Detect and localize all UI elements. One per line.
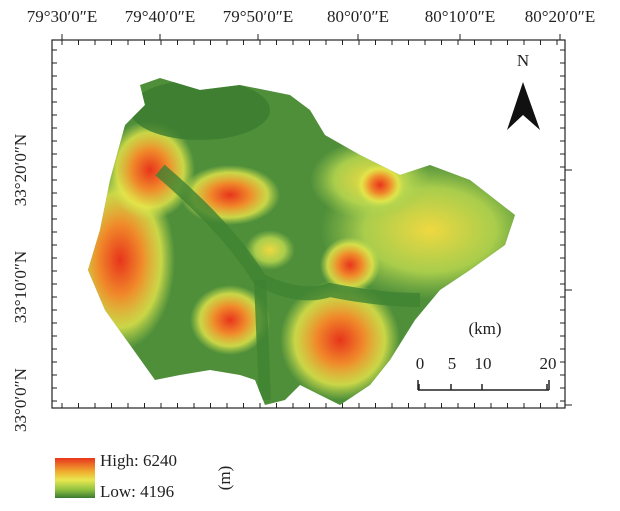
scale-label: 5 bbox=[448, 354, 457, 373]
north-label: N bbox=[517, 51, 529, 70]
latitude-label: 33°20′0″N bbox=[11, 134, 30, 206]
longitude-label: 80°20′0″E bbox=[525, 7, 595, 26]
scale-label: 0 bbox=[416, 354, 425, 373]
scale-label: 10 bbox=[475, 354, 492, 373]
longitude-label: 80°10′0″E bbox=[425, 7, 495, 26]
longitude-label: 79°30′0″E bbox=[27, 7, 97, 26]
scale-unit: (km) bbox=[468, 319, 501, 338]
latitude-label: 33°0′0″N bbox=[11, 368, 30, 432]
longitude-label: 79°50′0″E bbox=[223, 7, 293, 26]
legend-ramp bbox=[55, 458, 95, 498]
legend-low: Low: 4196 bbox=[100, 482, 174, 501]
scale-label: 20 bbox=[540, 354, 557, 373]
north-arrow bbox=[507, 82, 540, 130]
map-figure: N (km) High: 6240 Low: 4196 (m) 79°30′0″… bbox=[0, 0, 620, 506]
longitude-label: 80°0′0″E bbox=[327, 7, 389, 26]
terrain bbox=[65, 70, 540, 410]
legend-unit: (m) bbox=[215, 466, 234, 491]
latitude-label: 33°10′0″N bbox=[11, 251, 30, 323]
scale-bar bbox=[418, 380, 549, 390]
legend-high: High: 6240 bbox=[100, 451, 177, 470]
longitude-label: 79°40′0″E bbox=[125, 7, 195, 26]
